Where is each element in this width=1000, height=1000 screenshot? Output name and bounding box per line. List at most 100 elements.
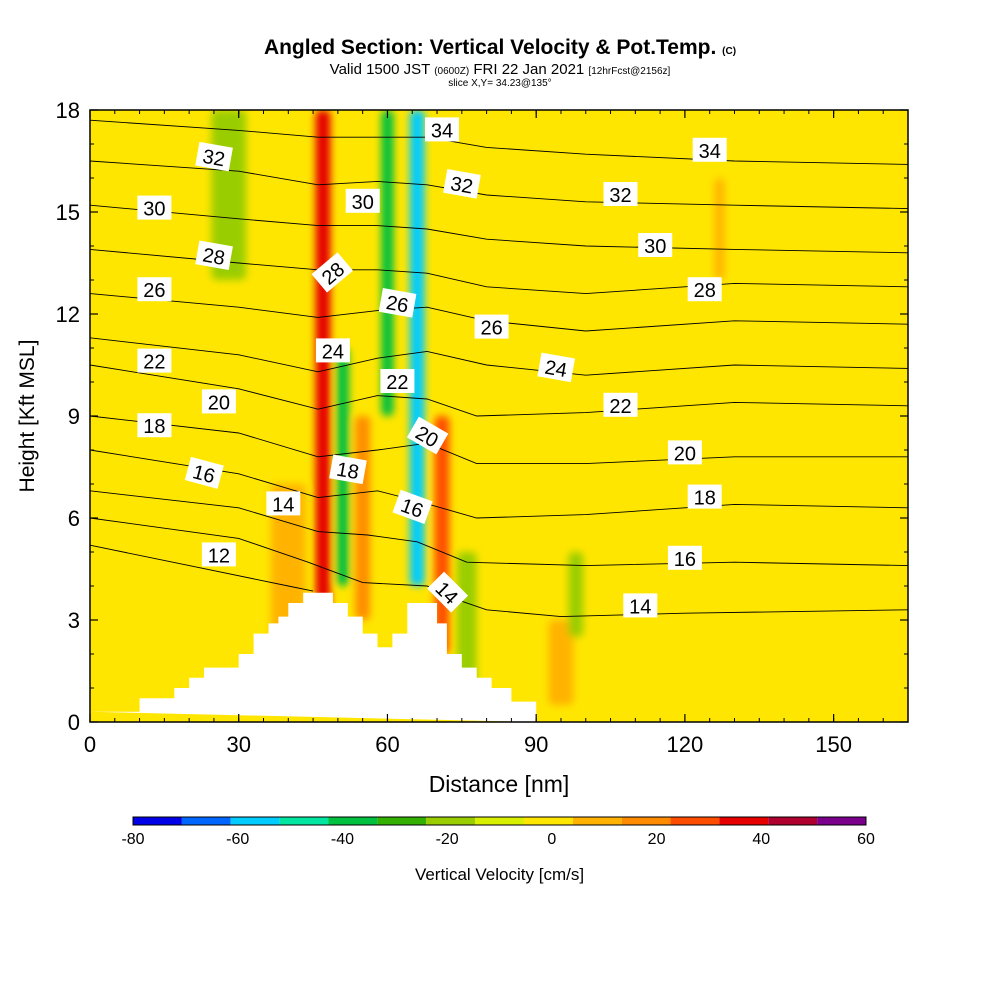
contour-label: 14 <box>272 494 294 516</box>
contour-label-box <box>195 141 233 172</box>
colorbar-tick-label: -20 <box>436 831 459 848</box>
contour-label-group: 26 <box>378 288 417 318</box>
contour-label-box <box>406 416 449 455</box>
contour-label-box <box>315 338 350 363</box>
contour-label-group: 32 <box>443 169 481 199</box>
velocity-cell-14 <box>714 178 725 280</box>
contour-label: 16 <box>674 549 696 571</box>
contour-label-group: 16 <box>392 489 433 524</box>
contour-32 <box>90 160 908 210</box>
contour-label-box <box>667 440 702 465</box>
colorbar-tick-label: 60 <box>857 831 875 848</box>
contour-label-group: 24 <box>315 338 350 363</box>
contour-label-box <box>137 413 172 438</box>
contour-label-box <box>311 252 353 293</box>
title-mark: (C) <box>722 46 737 57</box>
contour-label-group: 16 <box>184 456 224 489</box>
contour-label-group: 32 <box>603 182 638 207</box>
contour-label-box <box>380 369 415 393</box>
forecast-info: [12hrFcst@2156z] <box>588 66 671 77</box>
velocity-cell-2 <box>355 416 371 620</box>
x-tick-label: 150 <box>815 732 852 757</box>
contour-label-group: 14 <box>623 593 658 618</box>
contour-label: 32 <box>449 173 475 199</box>
colorbar-swatch <box>572 817 622 825</box>
colorbar-swatch <box>817 817 866 825</box>
colorbar-swatch <box>475 817 524 825</box>
contour-label: 18 <box>143 416 165 438</box>
contour-label: 28 <box>694 280 716 302</box>
colorbar-tick-label: -80 <box>121 831 144 848</box>
contour-label-group: 30 <box>638 233 673 258</box>
contour-label-box <box>201 389 236 414</box>
contour-label-box <box>603 182 638 206</box>
contour-label-box <box>537 352 575 383</box>
chart-subtitle: Valid 1500 JST (0600Z) FRI 22 Jan 2021 [… <box>0 61 1000 78</box>
contour-label: 20 <box>674 443 696 465</box>
slice-info: slice X,Y= 34.23@135° <box>448 78 552 89</box>
contour-label-box <box>378 288 417 318</box>
velocity-cell-9 <box>270 484 306 637</box>
x-tick-label: 0 <box>84 732 96 757</box>
colorbar-swatch <box>328 817 378 825</box>
velocity-cell-15 <box>650 110 690 518</box>
contour-label-box <box>623 593 658 618</box>
y-tick-label: 12 <box>56 302 80 327</box>
contour-label-group: 20 <box>667 440 702 465</box>
colorbar-swatch <box>279 817 329 825</box>
y-tick-label: 6 <box>68 506 80 531</box>
contour-label-group: 22 <box>603 392 638 418</box>
contour-label-box <box>667 545 702 570</box>
contour-label-group: 24 <box>537 352 575 383</box>
contour-label: 32 <box>609 185 631 207</box>
contour-label-group: 26 <box>137 277 172 302</box>
contour-label: 22 <box>143 352 165 374</box>
contour-label-box <box>201 542 236 567</box>
chart-title: Angled Section: Vertical Velocity & Pot.… <box>0 36 1000 60</box>
colorbar-label: Vertical Velocity [cm/s] <box>415 865 584 884</box>
contour-label: 30 <box>644 236 666 258</box>
contour-label: 26 <box>384 292 410 318</box>
colorbar-swatch <box>426 817 476 825</box>
contour-label: 12 <box>208 545 230 567</box>
contour-label-box <box>184 456 224 489</box>
contour-label: 26 <box>480 318 502 340</box>
y-tick-label: 9 <box>68 404 80 429</box>
contour-label: 24 <box>543 357 569 383</box>
colorbar-swatch <box>523 817 573 825</box>
contour-label-group: 22 <box>137 348 172 374</box>
valid-time: Valid 1500 JST <box>329 61 431 78</box>
terrain <box>90 592 537 722</box>
contour-label: 34 <box>699 141 721 163</box>
contour-label-group: 14 <box>266 491 301 516</box>
contour-label-group: 34 <box>425 117 459 142</box>
contour-label: 26 <box>143 280 165 302</box>
contour-label-box <box>443 169 481 199</box>
colorbar-swatch <box>377 817 427 825</box>
y-tick-label: 0 <box>68 710 80 735</box>
contour-label-box <box>474 314 509 339</box>
contour-label-box <box>345 188 380 213</box>
contour-label: 30 <box>352 192 374 214</box>
contour-label: 30 <box>143 199 165 221</box>
contour-label-group: 28 <box>195 240 233 270</box>
contour-label-group: 20 <box>201 389 236 414</box>
contour-label: 20 <box>208 392 230 414</box>
contour-28 <box>90 248 908 295</box>
contour-label: 14 <box>629 596 651 618</box>
contour-label-group: 30 <box>345 188 380 214</box>
velocity-cell-0 <box>315 110 331 637</box>
contour-label-group: 20 <box>406 416 449 455</box>
contour-24 <box>90 337 908 376</box>
velocity-cell-3 <box>381 110 394 416</box>
contour-label: 24 <box>322 341 344 363</box>
contour-label-box <box>425 117 459 142</box>
colorbar-frame <box>132 816 867 826</box>
contour-26 <box>90 293 908 332</box>
contour-label-box <box>137 277 172 302</box>
velocity-cell-12 <box>734 110 765 722</box>
contour-label: 18 <box>335 459 361 485</box>
colorbar-tick-label: -40 <box>331 831 354 848</box>
